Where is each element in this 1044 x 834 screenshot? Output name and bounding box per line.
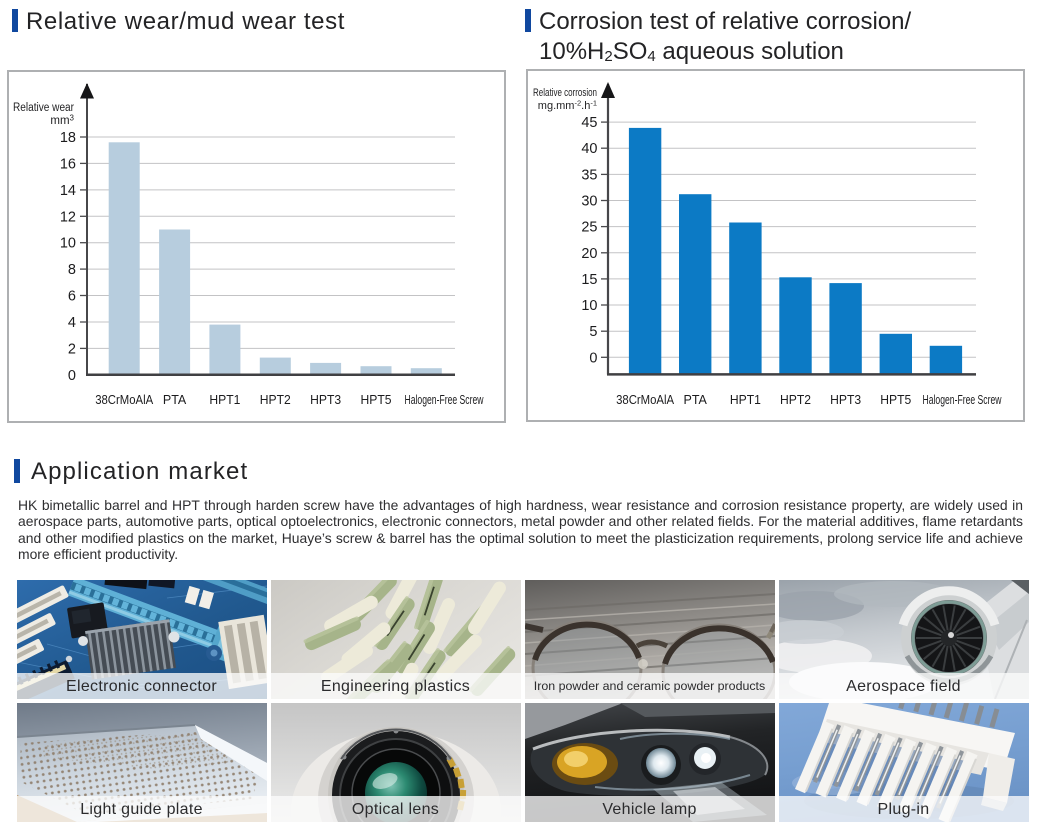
svg-text:HPT1: HPT1 <box>209 393 240 407</box>
svg-text:4: 4 <box>68 315 76 331</box>
svg-text:Relative wear: Relative wear <box>13 102 74 114</box>
svg-text:2: 2 <box>68 341 76 357</box>
svg-text:0: 0 <box>68 368 76 384</box>
svg-text:HPT2: HPT2 <box>780 393 811 407</box>
svg-text:40: 40 <box>581 141 597 157</box>
svg-text:38CrMoAlA: 38CrMoAlA <box>616 393 675 407</box>
svg-text:PTA: PTA <box>163 393 187 407</box>
svg-text:30: 30 <box>581 194 597 210</box>
svg-text:HPT2: HPT2 <box>260 393 291 407</box>
svg-text:8: 8 <box>68 262 76 278</box>
svg-text:20: 20 <box>581 246 597 262</box>
svg-text:15: 15 <box>581 272 597 288</box>
svg-text:HPT5: HPT5 <box>361 393 392 407</box>
svg-text:6: 6 <box>68 289 76 305</box>
svg-text:38CrMoAlA: 38CrMoAlA <box>95 393 154 407</box>
svg-text:12: 12 <box>60 209 76 225</box>
svg-text:mm3: mm3 <box>50 114 74 128</box>
svg-text:35: 35 <box>581 167 597 183</box>
svg-text:10: 10 <box>60 236 76 252</box>
svg-text:HPT5: HPT5 <box>880 393 911 407</box>
svg-text:16: 16 <box>60 156 76 172</box>
svg-text:HPT1: HPT1 <box>730 393 761 407</box>
svg-text:45: 45 <box>581 115 597 131</box>
svg-text:HPT3: HPT3 <box>830 393 861 407</box>
svg-text:HPT3: HPT3 <box>310 393 341 407</box>
svg-text:PTA: PTA <box>684 393 708 407</box>
svg-text:Relative corrosion: Relative corrosion <box>533 87 597 99</box>
svg-text:10: 10 <box>581 298 597 314</box>
svg-text:18: 18 <box>60 130 76 146</box>
svg-text:Halogen-Free Screw: Halogen-Free Screw <box>405 393 485 407</box>
svg-text:14: 14 <box>60 183 76 199</box>
svg-text:mg.mm-2.h-1: mg.mm-2.h-1 <box>538 99 597 113</box>
svg-text:25: 25 <box>581 220 597 236</box>
svg-text:Halogen-Free Screw: Halogen-Free Screw <box>923 393 1003 407</box>
svg-text:0: 0 <box>589 350 597 366</box>
svg-text:5: 5 <box>589 324 597 340</box>
